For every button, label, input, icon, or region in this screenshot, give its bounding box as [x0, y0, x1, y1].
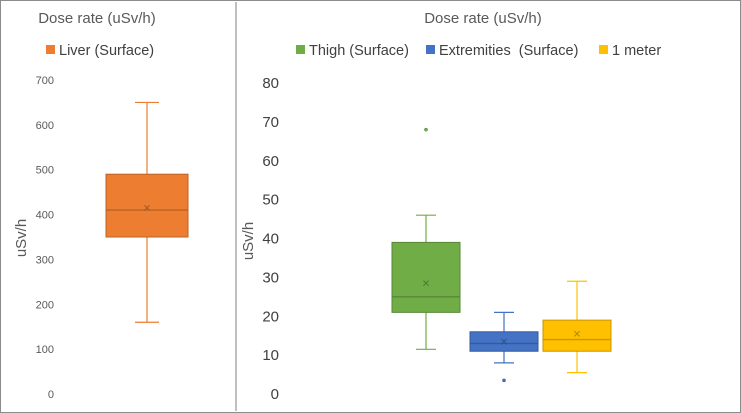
mean-marker — [144, 204, 150, 211]
chart-title: Dose rate (uSv/h) — [424, 10, 542, 27]
y-tick-label: 80 — [262, 75, 279, 92]
y-tick-label: 400 — [36, 210, 54, 222]
y-tick-label: 500 — [36, 165, 54, 177]
legend-swatch-thigh — [296, 45, 305, 54]
chart-liver-svg: Dose rate (uSv/h) Liver (Surface) uSv/h … — [13, 10, 189, 401]
chart-title: Dose rate (uSv/h) — [38, 10, 156, 27]
y-tick-label: 70 — [262, 114, 279, 131]
legend-label-extremities: Extremities (Surface) — [439, 43, 578, 59]
legend-label-thigh: Thigh (Surface) — [309, 43, 409, 59]
y-tick-label: 0 — [271, 386, 279, 403]
mean-marker — [423, 280, 429, 287]
box-iqr — [542, 319, 612, 352]
legend-swatch-liver — [46, 45, 55, 54]
y-tick-label: 100 — [36, 344, 54, 356]
y-tick-label: 20 — [262, 308, 279, 325]
y-tick-label: 200 — [36, 299, 54, 311]
y-tick-label: 700 — [36, 75, 54, 87]
legend-swatch-1-meter — [599, 45, 608, 54]
y-axis-label: uSv/h — [13, 219, 30, 257]
outlier-point — [424, 127, 428, 132]
box-extremities-surface — [469, 311, 539, 383]
box-iqr — [391, 241, 461, 313]
y-axis-label: uSv/h — [240, 222, 257, 260]
plot-area — [391, 127, 612, 383]
legend: Thigh (Surface) Extremities (Surface) 1 … — [296, 43, 661, 59]
y-tick-label: 300 — [36, 254, 54, 266]
mean-marker — [574, 330, 580, 337]
legend-swatch-extremities — [426, 45, 435, 54]
mean-marker — [501, 338, 507, 345]
y-tick-label: 600 — [36, 120, 54, 132]
plot-area — [105, 101, 189, 323]
outlier-point — [502, 378, 506, 383]
box-thigh-surface — [391, 127, 461, 350]
box-liver-surface — [105, 101, 189, 323]
box-iqr — [105, 173, 189, 238]
y-tick-label: 40 — [262, 231, 279, 248]
box-1-meter — [542, 280, 612, 374]
y-axis-ticks: 0 100 200 300 400 500 600 700 — [36, 75, 54, 401]
y-tick-label: 30 — [262, 269, 279, 286]
chart-liver-panel: Dose rate (uSv/h) Liver (Surface) uSv/h … — [2, 2, 235, 411]
chart-surface-panel: Dose rate (uSv/h) Thigh (Surface) Extrem… — [237, 2, 739, 411]
y-axis-ticks: 0 10 20 30 40 50 60 70 80 — [262, 75, 279, 403]
legend-label-1-meter: 1 meter — [612, 43, 661, 59]
legend-label-liver: Liver (Surface) — [59, 43, 154, 59]
y-tick-label: 60 — [262, 153, 279, 170]
y-tick-label: 50 — [262, 192, 279, 209]
y-tick-label: 0 — [48, 389, 54, 401]
legend: Liver (Surface) — [46, 43, 154, 59]
panel-divider — [235, 2, 237, 411]
y-tick-label: 10 — [262, 347, 279, 364]
chart-surface-svg: Dose rate (uSv/h) Thigh (Surface) Extrem… — [240, 10, 661, 403]
